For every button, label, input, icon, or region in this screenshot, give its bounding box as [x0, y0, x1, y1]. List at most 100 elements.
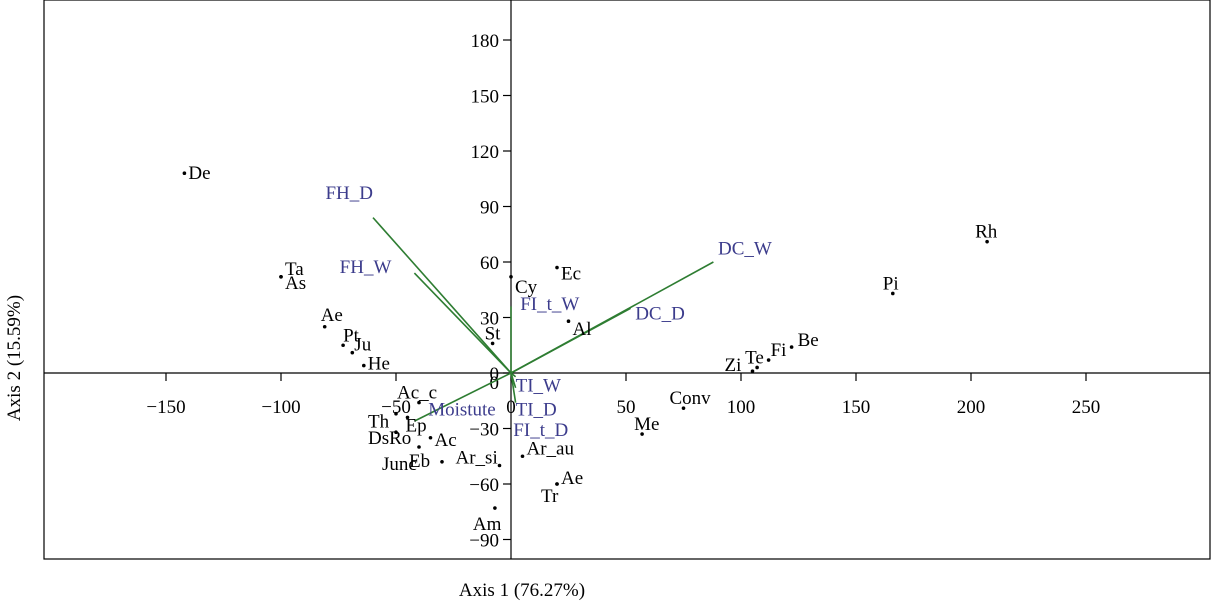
y-axis-title: Axis 2 (15.59%)	[4, 295, 25, 421]
y-tick-label: 0	[490, 364, 500, 385]
point-label: Ae	[561, 468, 583, 489]
data-point	[493, 506, 497, 510]
data-point	[405, 415, 410, 420]
data-point	[341, 343, 345, 348]
points: DeTaAsAePtJuHeStCyEcAlRhPiBeFiTeZiConvMe…	[182, 163, 998, 535]
vector-label: FI_t_D	[513, 420, 568, 441]
data-point	[509, 275, 513, 279]
point-label: Rh	[975, 222, 998, 243]
x-tick-label: 50	[617, 397, 636, 418]
point-label: Be	[798, 330, 819, 351]
vector-label: FI_t_W	[520, 294, 579, 315]
data-point	[428, 435, 433, 440]
point-label: Te	[745, 347, 764, 368]
data-point	[394, 411, 398, 416]
point-label: Ae	[321, 305, 343, 326]
point-label: Zi	[725, 355, 742, 376]
point-label: Pt	[343, 325, 360, 346]
data-point	[490, 341, 495, 346]
point-label: Al	[573, 319, 592, 340]
point-label: Me	[634, 414, 659, 435]
data-point	[891, 291, 895, 296]
data-point	[350, 350, 355, 355]
y-tick-label: −90	[469, 531, 499, 552]
data-point	[640, 432, 644, 436]
x-tick-label: −50	[381, 397, 411, 418]
y-tick-label: 30	[480, 309, 499, 330]
vector-label: DC_D	[635, 303, 685, 324]
point-label: As	[285, 273, 306, 294]
point-label: Cy	[515, 277, 538, 298]
x-ticks: −150 −100 −50 0 50 100 150 200 250	[146, 373, 1100, 418]
vector-line	[510, 307, 631, 374]
data-point	[362, 363, 366, 368]
point-label: DsRo	[368, 428, 411, 449]
data-point	[766, 358, 771, 362]
point-label: Ju	[354, 335, 371, 356]
vector-label: Moistute	[428, 400, 496, 421]
data-point	[789, 345, 794, 349]
point-label: De	[188, 163, 210, 184]
data-point	[566, 319, 571, 324]
point-label: Th	[368, 412, 390, 433]
y-tick-label: 120	[471, 142, 500, 163]
data-point	[322, 324, 327, 329]
point-label: Ac_c	[397, 383, 437, 404]
data-point	[985, 239, 989, 244]
point-label: St	[485, 323, 502, 344]
point-label: Ep	[406, 415, 427, 436]
y-tick-label: −30	[469, 420, 499, 441]
vector-label: TI_D	[516, 400, 557, 421]
data-point	[182, 171, 187, 175]
point-label: Ar_au	[527, 438, 575, 459]
x-tick-label: 250	[1072, 397, 1101, 418]
y-tick-label-zero: 0	[490, 373, 500, 394]
data-point	[755, 365, 759, 370]
point-label: Fi	[771, 340, 787, 361]
x-tick-label: 150	[842, 397, 871, 418]
data-point	[520, 454, 525, 459]
vector-label: FH_D	[325, 183, 373, 204]
data-point	[750, 369, 755, 373]
data-point	[555, 265, 559, 270]
vector-line	[510, 372, 517, 403]
point-label: He	[368, 354, 390, 375]
data-point	[497, 463, 502, 468]
data-point	[555, 482, 559, 486]
y-tick-label: 60	[480, 253, 499, 274]
vectors: FH_D FH_W DC_W DC_D FI_t_W TI_W TI_D Moistute FI…	[325, 183, 771, 441]
y-tick-label: 180	[471, 31, 500, 52]
point-label: Eb	[409, 451, 430, 472]
point-label: Ar_si	[456, 448, 498, 469]
point-label: Conv	[670, 388, 712, 409]
data-point	[681, 406, 686, 410]
data-point	[279, 275, 283, 279]
vector-label: DC_W	[718, 239, 772, 260]
point-label: Ta	[285, 259, 304, 280]
x-tick-label: −150	[146, 397, 185, 418]
data-point	[417, 445, 421, 449]
point-label: Tr	[541, 486, 559, 507]
data-point	[440, 460, 444, 464]
point-label: Ac	[435, 430, 457, 451]
x-tick-label: 200	[957, 397, 986, 418]
vector-line	[372, 217, 512, 374]
vector-line	[413, 272, 512, 374]
y-tick-label: 90	[480, 198, 499, 219]
vector-label: FH_W	[340, 257, 392, 278]
point-label: Pi	[883, 273, 899, 294]
vector-label: TI_W	[516, 376, 561, 397]
x-tick-label: −100	[261, 397, 300, 418]
plot-frame	[43, 0, 1211, 560]
y-ticks: −90 −60 −30 0 30 60 90 120 150 180 0	[469, 31, 511, 552]
x-tick-label: 0	[506, 397, 516, 418]
x-axis-title: Axis 1 (76.27%)	[459, 580, 585, 601]
point-label: Am	[473, 514, 502, 535]
point-label: Ec	[561, 264, 581, 285]
data-point	[394, 430, 398, 435]
vector-line	[414, 372, 512, 422]
point-label: Junc	[382, 454, 417, 475]
y-tick-label: 150	[471, 87, 500, 108]
data-point	[417, 400, 421, 405]
